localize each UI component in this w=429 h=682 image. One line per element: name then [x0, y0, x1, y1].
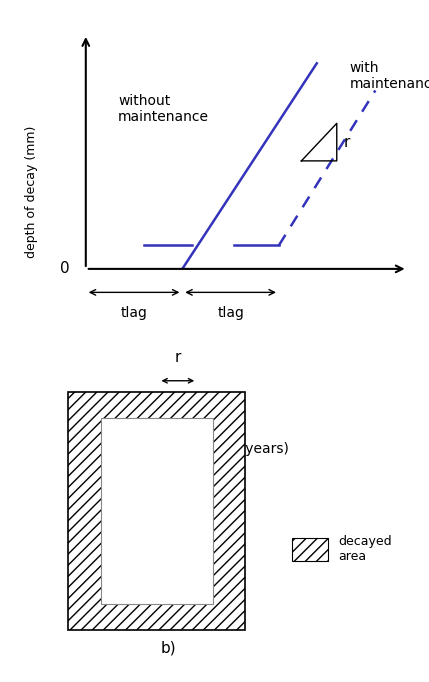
Text: tlag: tlag [121, 306, 148, 321]
Bar [68, 391, 245, 630]
Bar [100, 419, 213, 604]
Text: b): b) [160, 640, 176, 655]
Text: tlag: tlag [217, 306, 244, 321]
Text: depth of decay (mm): depth of decay (mm) [24, 125, 38, 258]
Text: 0: 0 [60, 261, 69, 276]
Text: with
maintenance: with maintenance [350, 61, 429, 91]
Text: a): a) [207, 478, 222, 493]
Bar [292, 537, 329, 561]
Text: r: r [343, 134, 350, 149]
Text: time (years): time (years) [204, 443, 289, 456]
Text: without
maintenance: without maintenance [118, 94, 209, 124]
Text: decayed
area: decayed area [338, 535, 392, 563]
Text: r: r [175, 350, 181, 365]
